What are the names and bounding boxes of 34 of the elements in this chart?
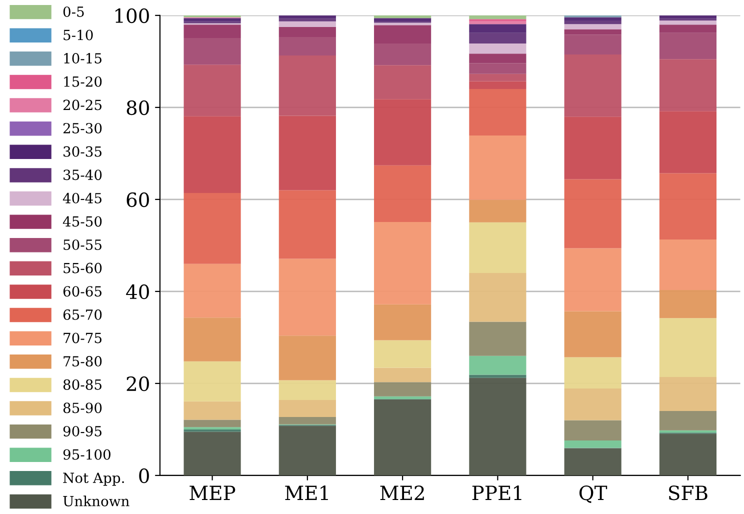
y-tick-label: 60 (126, 192, 149, 208)
legend-label: 15-20 (64, 76, 102, 87)
y-tick-label: 40 (126, 284, 149, 300)
legend-label: 80-85 (63, 379, 102, 390)
legend-label: 10-15 (64, 53, 102, 64)
legend-label: 45-50 (62, 216, 102, 227)
legend-label: Not App. (63, 472, 124, 486)
legend-label: 95-100 (63, 449, 110, 460)
x-tick-label: QT (579, 486, 608, 504)
legend-label: 65-70 (63, 309, 102, 320)
legend-label: 40-45 (62, 192, 102, 204)
y-tick-label: 0 (139, 468, 149, 484)
legend-label: 60-65 (63, 286, 102, 297)
legend-label: 20-25 (63, 100, 102, 110)
y-tick-label: 80 (126, 100, 149, 116)
legend-label: 50-55 (64, 240, 102, 250)
x-tick-label: PPE1 (472, 486, 522, 500)
legend-label: 0-5 (63, 6, 84, 17)
legend-label: 25-30 (63, 122, 102, 134)
legend-label: Unknown (63, 496, 130, 506)
legend-label: 30-35 (64, 146, 102, 157)
legend-label: 5-10 (64, 30, 93, 40)
legend-label: 55-60 (64, 262, 102, 274)
legend-label: 70-75 (64, 332, 102, 344)
legend-label: 35-40 (64, 170, 102, 180)
legend-label: 90-95 (63, 426, 102, 436)
x-tick-label: SFB (669, 486, 708, 500)
y-tick-label: 20 (126, 376, 149, 392)
y-tick-label: 100 (115, 8, 149, 24)
x-tick-label: ME1 (285, 486, 328, 500)
legend-label: 85-90 (63, 402, 102, 414)
x-tick-label: MEP (190, 486, 236, 500)
legend-label: 75-80 (64, 356, 102, 367)
x-tick-label: ME2 (380, 486, 424, 500)
